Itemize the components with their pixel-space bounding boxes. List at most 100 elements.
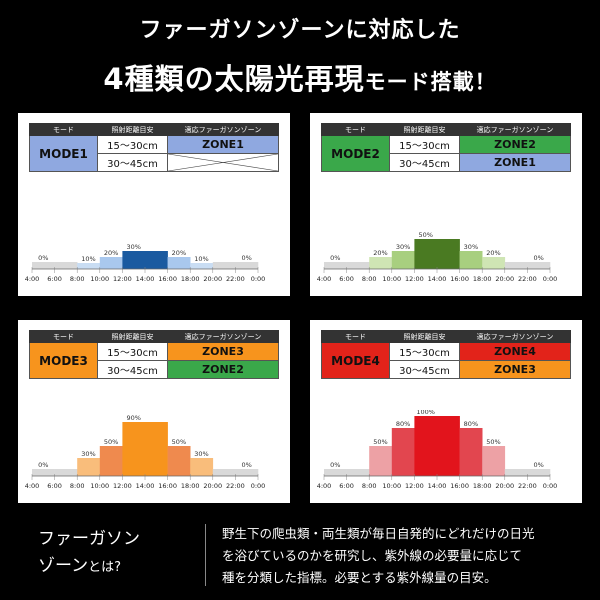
time-tick-label: 18:00 [181,275,200,283]
distance-header: 照射距離目安 [389,330,460,343]
chart-bar [324,262,347,269]
chart-bar [346,262,370,269]
time-tick-label: 18:00 [181,482,200,490]
mode-name: MODE2 [321,135,390,172]
table-row: MODE4 15〜30cm ZONE4 [321,342,571,379]
bar-label: 0% [242,254,252,262]
bar-label: 0% [242,461,252,469]
chart-bar [437,416,460,476]
chart-bar [190,458,214,476]
time-tick-label: 16:00 [450,275,469,283]
bar-label: 30% [194,450,208,458]
distance-header: 照射距離目安 [389,123,460,136]
time-tick-label: 16:00 [450,482,469,490]
time-tick-label: 0:00 [251,275,266,283]
term-line2-main: ゾーン [38,556,89,576]
chart-bar [369,257,393,269]
time-tick-label: 8:00 [70,275,85,283]
table-row: 30〜45cm ZONE2 [30,360,279,379]
headline-line2-sub: モード搭載！ [364,70,497,94]
table-row: 30〜45cm [30,153,279,172]
time-tick-label: 0:00 [543,275,558,283]
chart-bar [167,257,191,269]
distance-cell: 15〜30cm [389,135,460,154]
mode-table: モード 照射距離目安 適応ファーガソンゾーン MODE2 15〜30cm ZONE2 30〜… [321,123,571,172]
mode-name: MODE4 [321,342,390,379]
zone-header: 適応ファーガソンゾーン [459,330,571,343]
mode-header: モード [321,330,390,343]
zone-cell: ZONE4 [459,342,571,361]
mode-name: MODE3 [29,342,98,379]
bar-label: 10% [194,255,208,263]
time-tick-label: 6:00 [47,482,62,490]
bar-label: 50% [418,231,432,239]
table-header-row: モード 照射距離目安 適応ファーガソンゾーン [321,123,571,136]
time-tick-label: 14:00 [136,482,155,490]
time-tick-label: 10:00 [90,275,109,283]
table-row: MODE2 15〜30cm ZONE2 [321,135,571,172]
table-header-row: モード 照射距離目安 適応ファーガソンゾーン [29,330,279,343]
description-line-1: 野生下の爬虫類・両生類が毎日自発的にどれだけの日光 [222,526,535,541]
bar-label: 0% [330,254,340,262]
chart-bar [32,262,55,269]
bar-label: 20% [373,249,387,257]
chart-bar [414,239,438,269]
chart-bar [504,469,528,476]
bar-label: 80% [396,420,410,428]
table-row: MODE3 15〜30cm ZONE3 [29,342,279,379]
table-header-row: モード 照射距離目安 適応ファーガソンゾーン [321,330,571,343]
chart-bar [77,263,101,269]
time-tick-label: 4:00 [317,275,332,283]
time-tick-label: 22:00 [518,482,537,490]
mode-panel-2: モード 照射距離目安 適応ファーガソンゾーン MODE2 15〜30cm ZONE2 30〜… [310,113,582,296]
ferguson-zone-description: 野生下の爬虫類・両生類が毎日自発的にどれだけの日光 を浴びているのかを研究し、紫… [222,523,594,589]
mode-table: モード 照射距離目安 適応ファーガソンゾーン MODE1 15〜30cm ZONE1 30〜… [29,123,279,172]
time-tick-label: 0:00 [251,482,266,490]
time-tick-label: 10:00 [382,482,401,490]
zone-header: 適応ファーガソンゾーン [167,330,279,343]
distance-cell: 15〜30cm [97,135,168,154]
bar-label: 0% [330,461,340,469]
time-tick-label: 0:00 [543,482,558,490]
time-tick-label: 20:00 [495,482,514,490]
time-tick-label: 10:00 [382,275,401,283]
time-tick-label: 4:00 [25,275,40,283]
bar-label: 20% [486,249,500,257]
headline-line1: ファーガソンゾーンに対応した [139,18,461,43]
time-tick-label: 8:00 [70,482,85,490]
time-tick-label: 12:00 [113,275,132,283]
chart-bar [235,262,259,269]
chart-bar [212,469,236,476]
time-tick-label: 12:00 [405,275,424,283]
mode-panel-4: モード 照射距離目安 適応ファーガソンゾーン MODE4 15〜30cm ZONE4 30〜… [310,320,582,503]
chart-bar [77,458,101,476]
mode-table: モード 照射距離目安 適応ファーガソンゾーン MODE4 15〜30cm ZONE4 30〜… [321,330,571,379]
chart-bar [324,469,347,476]
term-line1: ファーガソン [38,529,140,549]
zone-header: 適応ファーガソンゾーン [167,123,279,136]
bar-label: 10% [81,255,95,263]
chart-bar [32,469,55,476]
chart-bar [482,257,506,269]
time-tick-label: 6:00 [47,275,62,283]
mode-name: MODE1 [29,135,98,172]
bar-label: 0% [534,254,544,262]
time-tick-label: 20:00 [203,482,222,490]
zone-cell-empty [167,153,279,172]
table-row: 30〜45cm ZONE1 [322,153,571,172]
chart-bar [527,469,551,476]
time-tick-label: 14:00 [136,275,155,283]
time-tick-label: 20:00 [495,275,514,283]
footer-divider [205,524,206,586]
ferguson-zone-term: ファーガソン ゾーンとは? [38,526,188,581]
bar-label: 0% [38,461,48,469]
distance-cell: 30〜45cm [389,360,460,379]
chart-bar [54,469,78,476]
mode-header: モード [29,330,98,343]
chart-bar [482,446,506,476]
time-tick-label: 22:00 [518,275,537,283]
bar-label: 0% [534,461,544,469]
chart-bar [145,422,168,476]
mode-panel-1: モード 照射距離目安 適応ファーガソンゾーン MODE1 15〜30cm ZONE1 30〜… [18,113,290,296]
mode-header: モード [29,123,98,136]
